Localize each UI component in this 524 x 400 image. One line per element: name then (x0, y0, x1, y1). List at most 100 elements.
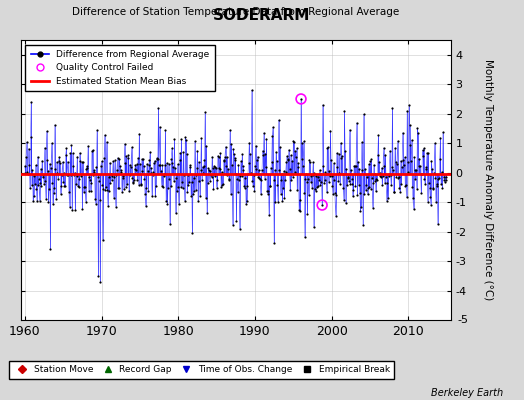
Point (103, 186, 112, 193)
Point (328, 173, 336, 179)
Point (135, 130, 144, 137)
Point (312, 173, 321, 179)
Point (310, 224, 318, 231)
Point (96, 278, 104, 285)
Point (405, 102, 413, 108)
Point (136, 161, 144, 167)
Point (90, 167, 98, 173)
Point (125, 188, 133, 194)
Point (67, 172, 75, 178)
Point (283, 153, 291, 159)
Point (325, 168, 333, 174)
Point (380, 180, 389, 186)
Point (201, 109, 209, 116)
Point (334, 150, 343, 157)
Point (215, 165, 224, 172)
Point (302, 179, 311, 185)
Point (434, 221, 442, 228)
Point (297, 96, 305, 102)
Point (45, 186, 53, 192)
Point (76, 158, 84, 165)
Point (315, 177, 323, 183)
Point (154, 156, 162, 162)
Point (344, 175, 352, 182)
Point (387, 182, 396, 188)
Point (95, 197, 104, 204)
Legend: Station Move, Record Gap, Time of Obs. Change, Empirical Break: Station Move, Record Gap, Time of Obs. C… (8, 361, 395, 379)
Point (200, 156, 209, 163)
Point (113, 154, 122, 161)
Point (105, 188, 113, 194)
Point (435, 156, 444, 162)
Point (261, 150, 269, 157)
Point (214, 152, 222, 159)
Point (77, 173, 85, 180)
Point (321, 176, 329, 183)
Point (430, 140, 439, 146)
Point (413, 125, 422, 131)
Point (110, 174, 118, 180)
Point (23, 139, 31, 145)
Point (395, 174, 403, 181)
Point (263, 188, 271, 194)
Point (411, 176, 420, 182)
Point (272, 148, 280, 155)
Point (269, 124, 277, 130)
Point (89, 147, 97, 153)
Point (290, 168, 299, 175)
Point (101, 187, 110, 193)
Point (296, 208, 304, 214)
Point (196, 167, 205, 174)
Point (377, 174, 385, 181)
Point (75, 150, 84, 156)
Point (243, 198, 251, 204)
Point (372, 176, 380, 182)
Point (42, 128, 51, 134)
Point (112, 203, 120, 210)
Point (291, 148, 299, 154)
Point (224, 166, 232, 172)
Point (169, 164, 177, 170)
Y-axis label: Monthly Temperature Anomaly Difference (°C): Monthly Temperature Anomaly Difference (… (483, 59, 493, 301)
Point (290, 139, 298, 145)
Point (339, 185, 347, 192)
Point (263, 136, 271, 142)
Point (323, 145, 331, 152)
Point (193, 165, 201, 172)
Point (301, 176, 310, 182)
Point (88, 148, 96, 154)
Point (128, 175, 136, 181)
Point (115, 156, 124, 162)
Point (235, 226, 244, 232)
Point (240, 183, 248, 189)
Point (319, 102, 327, 108)
Point (441, 174, 450, 180)
Point (345, 126, 354, 133)
Point (404, 159, 412, 165)
Point (42, 196, 50, 202)
Point (324, 144, 332, 151)
Point (388, 104, 397, 111)
Point (27, 99, 36, 105)
Point (368, 175, 376, 182)
Point (226, 190, 235, 197)
Point (162, 198, 170, 204)
Point (173, 188, 181, 194)
Point (185, 164, 194, 170)
Point (258, 147, 267, 154)
Point (327, 156, 335, 163)
Point (225, 176, 234, 182)
Point (189, 175, 198, 181)
Point (177, 184, 185, 190)
Point (440, 174, 448, 180)
Point (280, 168, 288, 174)
Point (306, 158, 314, 165)
Text: Berkeley Earth: Berkeley Earth (431, 388, 503, 398)
Point (47, 164, 55, 171)
Point (183, 189, 191, 196)
Point (398, 163, 406, 170)
Point (436, 134, 444, 141)
Point (203, 180, 212, 186)
Point (331, 190, 339, 197)
Point (216, 150, 225, 156)
